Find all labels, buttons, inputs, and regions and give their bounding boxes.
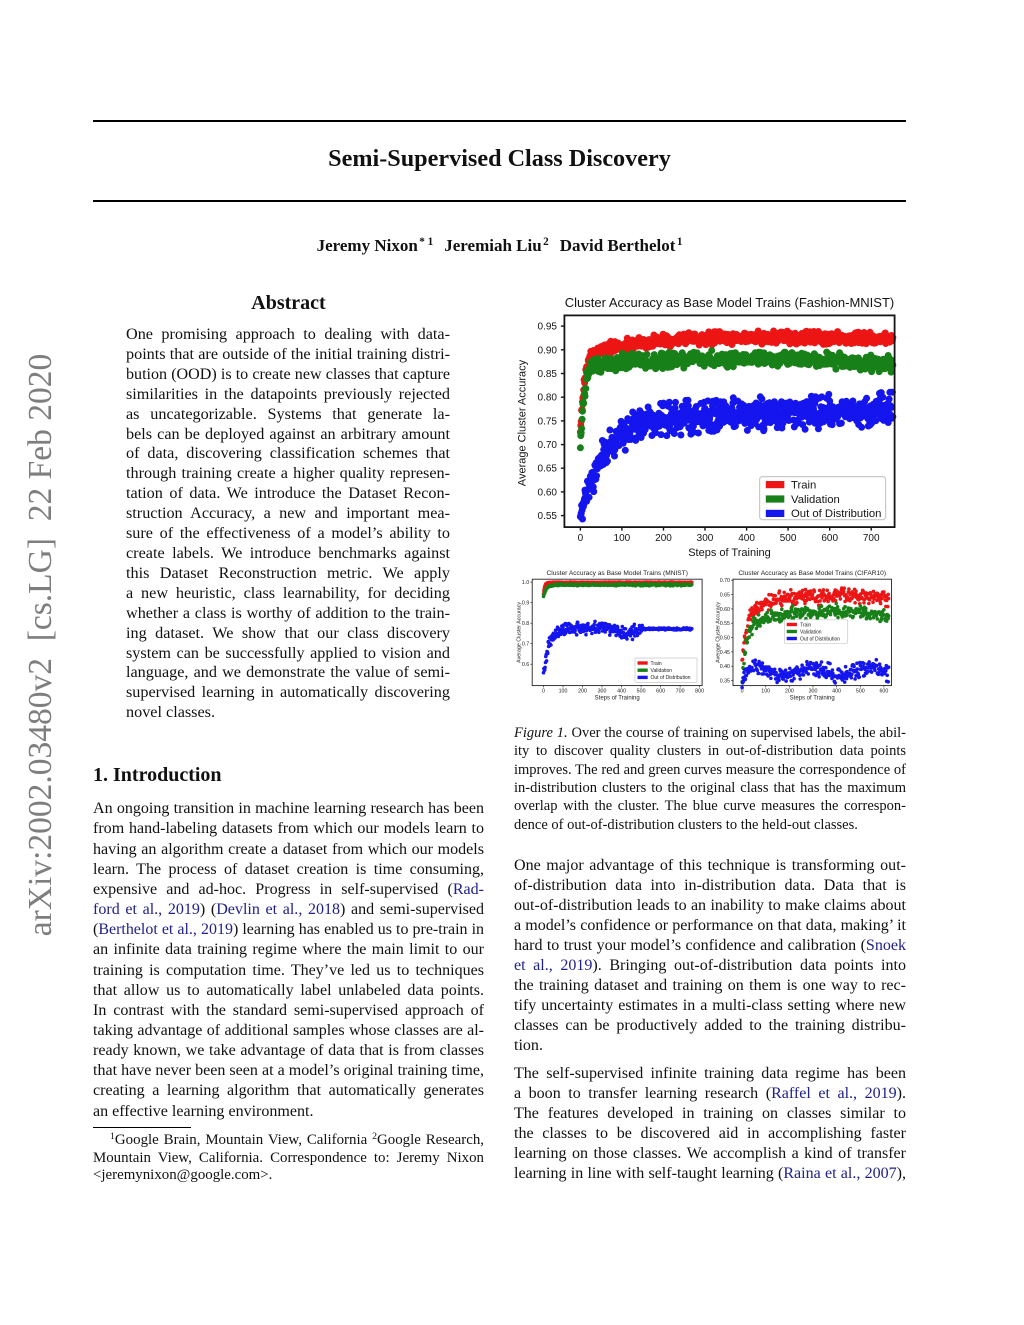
svg-text:0.65: 0.65 [538, 464, 558, 475]
svg-text:0: 0 [578, 533, 584, 544]
svg-text:Validation: Validation [651, 668, 673, 674]
svg-text:700: 700 [863, 533, 880, 544]
svg-text:Validation: Validation [791, 494, 840, 506]
svg-text:0.50: 0.50 [720, 635, 730, 641]
svg-text:0.60: 0.60 [538, 487, 558, 498]
svg-text:600: 600 [656, 689, 665, 695]
svg-text:0.7: 0.7 [522, 642, 529, 648]
svg-text:0.85: 0.85 [538, 369, 558, 380]
svg-text:300: 300 [697, 533, 714, 544]
svg-text:Average Cluster Accuracy: Average Cluster Accuracy [516, 602, 522, 663]
svg-text:Average Cluster Accuracy: Average Cluster Accuracy [715, 602, 721, 663]
svg-text:Out of Distribution: Out of Distribution [791, 508, 881, 520]
svg-text:300: 300 [809, 689, 818, 695]
svg-text:300: 300 [598, 689, 607, 695]
svg-text:0: 0 [741, 689, 744, 695]
svg-text:0.9: 0.9 [522, 601, 529, 607]
svg-text:0.55: 0.55 [538, 511, 558, 522]
svg-text:0: 0 [542, 689, 545, 695]
svg-text:400: 400 [832, 689, 841, 695]
svg-text:Cluster Accuracy as Base Model: Cluster Accuracy as Base Model Trains (F… [565, 295, 894, 310]
svg-text:Average Cluster Accuracy: Average Cluster Accuracy [517, 359, 529, 486]
svg-text:600: 600 [821, 533, 838, 544]
svg-text:Out of Distribution: Out of Distribution [800, 636, 840, 642]
svg-text:Cluster Accuracy as Base Model: Cluster Accuracy as Base Model Trains (M… [546, 570, 687, 577]
svg-text:Train: Train [651, 661, 662, 667]
svg-text:Train: Train [791, 479, 816, 491]
svg-text:0.60: 0.60 [720, 607, 730, 613]
svg-text:200: 200 [655, 533, 672, 544]
svg-text:800: 800 [695, 689, 704, 695]
svg-text:0.90: 0.90 [538, 345, 558, 356]
svg-text:0.70: 0.70 [720, 578, 730, 584]
svg-text:0.55: 0.55 [720, 621, 730, 627]
svg-text:100: 100 [761, 689, 770, 695]
svg-text:200: 200 [785, 689, 794, 695]
svg-text:200: 200 [578, 689, 587, 695]
svg-text:100: 100 [559, 689, 568, 695]
svg-text:0.80: 0.80 [538, 393, 558, 404]
svg-text:500: 500 [637, 689, 646, 695]
svg-text:700: 700 [676, 689, 685, 695]
svg-text:1.0: 1.0 [522, 580, 529, 586]
svg-text:0.40: 0.40 [720, 664, 730, 670]
svg-text:Cluster Accuracy as Base Model: Cluster Accuracy as Base Model Trains (C… [738, 570, 886, 577]
svg-text:0.45: 0.45 [720, 650, 730, 656]
svg-text:0.35: 0.35 [720, 678, 730, 684]
svg-text:100: 100 [614, 533, 631, 544]
svg-text:400: 400 [617, 689, 626, 695]
svg-text:0.6: 0.6 [522, 662, 529, 668]
svg-text:0.75: 0.75 [538, 416, 558, 427]
svg-text:500: 500 [856, 689, 865, 695]
svg-text:600: 600 [879, 689, 888, 695]
svg-text:Steps of Training: Steps of Training [595, 696, 640, 702]
svg-text:0.8: 0.8 [522, 621, 529, 627]
svg-text:Validation: Validation [800, 629, 822, 635]
svg-text:Steps of Training: Steps of Training [688, 547, 771, 559]
svg-text:Out of Distribution: Out of Distribution [651, 675, 691, 681]
svg-text:Steps of Training: Steps of Training [790, 696, 835, 702]
svg-text:500: 500 [780, 533, 797, 544]
svg-text:Train: Train [800, 622, 811, 628]
svg-text:0.70: 0.70 [538, 440, 558, 451]
svg-text:0.95: 0.95 [538, 322, 558, 333]
svg-text:400: 400 [738, 533, 755, 544]
svg-text:0.65: 0.65 [720, 592, 730, 598]
